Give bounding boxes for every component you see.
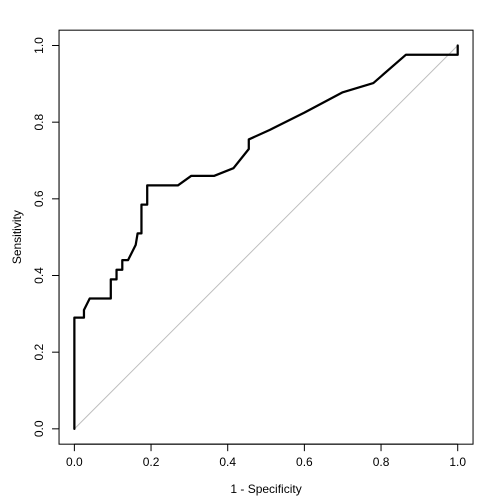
x-tick-label: 0.0: [66, 455, 83, 469]
x-axis: 0.0 0.2 0.4 0.6 0.8 1.0: [66, 443, 466, 469]
y-tick-label: 1.0: [32, 37, 46, 54]
y-tick-label: 0.8: [32, 114, 46, 131]
x-tick-label: 0.8: [373, 455, 390, 469]
x-axis-title: 1 - Specificity: [230, 482, 301, 496]
y-axis-title: Sensitivity: [10, 210, 24, 264]
x-tick-label: 0.4: [219, 455, 236, 469]
plot-area: [73, 44, 459, 430]
y-tick-label: 0.2: [32, 344, 46, 361]
x-tick-label: 0.6: [296, 455, 313, 469]
y-tick-label: 0.4: [32, 267, 46, 284]
roc-curve-line: [73, 44, 459, 430]
y-tick-label: 0.6: [32, 190, 46, 207]
x-tick-label: 1.0: [449, 455, 466, 469]
x-tick-label: 0.2: [143, 455, 160, 469]
reference-diagonal-line: [74, 45, 459, 430]
y-axis: 0.0 0.2 0.4 0.6 0.8 1.0: [32, 37, 60, 437]
y-tick-label: 0.0: [32, 420, 46, 437]
